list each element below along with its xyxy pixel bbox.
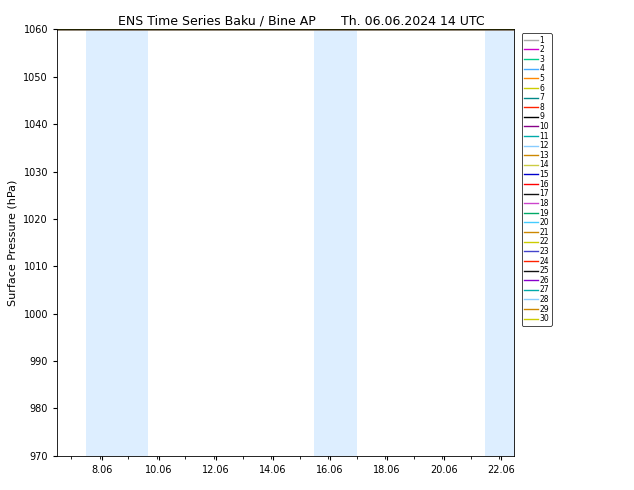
Legend: 1, 2, 3, 4, 5, 6, 7, 8, 9, 10, 11, 12, 13, 14, 15, 16, 17, 18, 19, 20, 21, 22, 2: 1, 2, 3, 4, 5, 6, 7, 8, 9, 10, 11, 12, 1… <box>522 33 552 325</box>
Bar <box>485 29 514 456</box>
Text: ENS Time Series Baku / Bine AP: ENS Time Series Baku / Bine AP <box>118 15 316 28</box>
Bar <box>86 29 148 456</box>
Y-axis label: Surface Pressure (hPa): Surface Pressure (hPa) <box>8 179 18 306</box>
Text: Th. 06.06.2024 14 UTC: Th. 06.06.2024 14 UTC <box>341 15 485 28</box>
Bar <box>314 29 356 456</box>
